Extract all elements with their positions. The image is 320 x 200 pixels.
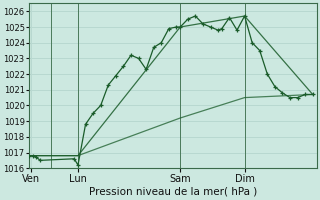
X-axis label: Pression niveau de la mer( hPa ): Pression niveau de la mer( hPa ): [89, 187, 257, 197]
